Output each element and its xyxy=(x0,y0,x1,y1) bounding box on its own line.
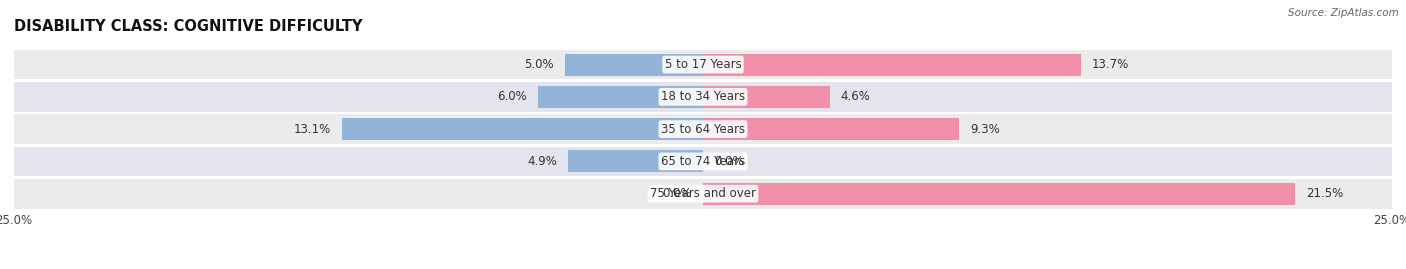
Bar xyxy=(14,114,1392,144)
Bar xyxy=(703,183,1295,205)
Bar xyxy=(14,147,1392,176)
Text: 0.0%: 0.0% xyxy=(714,155,744,168)
Bar xyxy=(14,179,1392,208)
Text: DISABILITY CLASS: COGNITIVE DIFFICULTY: DISABILITY CLASS: COGNITIVE DIFFICULTY xyxy=(14,19,363,34)
Bar xyxy=(537,86,703,108)
Text: 5 to 17 Years: 5 to 17 Years xyxy=(665,58,741,71)
Text: Source: ZipAtlas.com: Source: ZipAtlas.com xyxy=(1288,8,1399,18)
Text: 13.1%: 13.1% xyxy=(294,123,330,136)
Bar xyxy=(703,118,959,140)
Text: 21.5%: 21.5% xyxy=(1306,187,1344,200)
Text: 9.3%: 9.3% xyxy=(970,123,1000,136)
Bar xyxy=(565,54,703,76)
Text: 4.6%: 4.6% xyxy=(841,90,870,103)
Text: 18 to 34 Years: 18 to 34 Years xyxy=(661,90,745,103)
Bar xyxy=(342,118,703,140)
Text: 0.0%: 0.0% xyxy=(662,187,692,200)
Text: 4.9%: 4.9% xyxy=(527,155,557,168)
Text: 6.0%: 6.0% xyxy=(496,90,527,103)
Bar xyxy=(14,82,1392,112)
Text: 65 to 74 Years: 65 to 74 Years xyxy=(661,155,745,168)
Text: 5.0%: 5.0% xyxy=(524,58,554,71)
Bar xyxy=(703,54,1081,76)
Text: 13.7%: 13.7% xyxy=(1091,58,1129,71)
Bar xyxy=(568,150,703,172)
Text: 75 Years and over: 75 Years and over xyxy=(650,187,756,200)
Bar xyxy=(703,86,830,108)
Bar xyxy=(14,50,1392,79)
Text: 35 to 64 Years: 35 to 64 Years xyxy=(661,123,745,136)
